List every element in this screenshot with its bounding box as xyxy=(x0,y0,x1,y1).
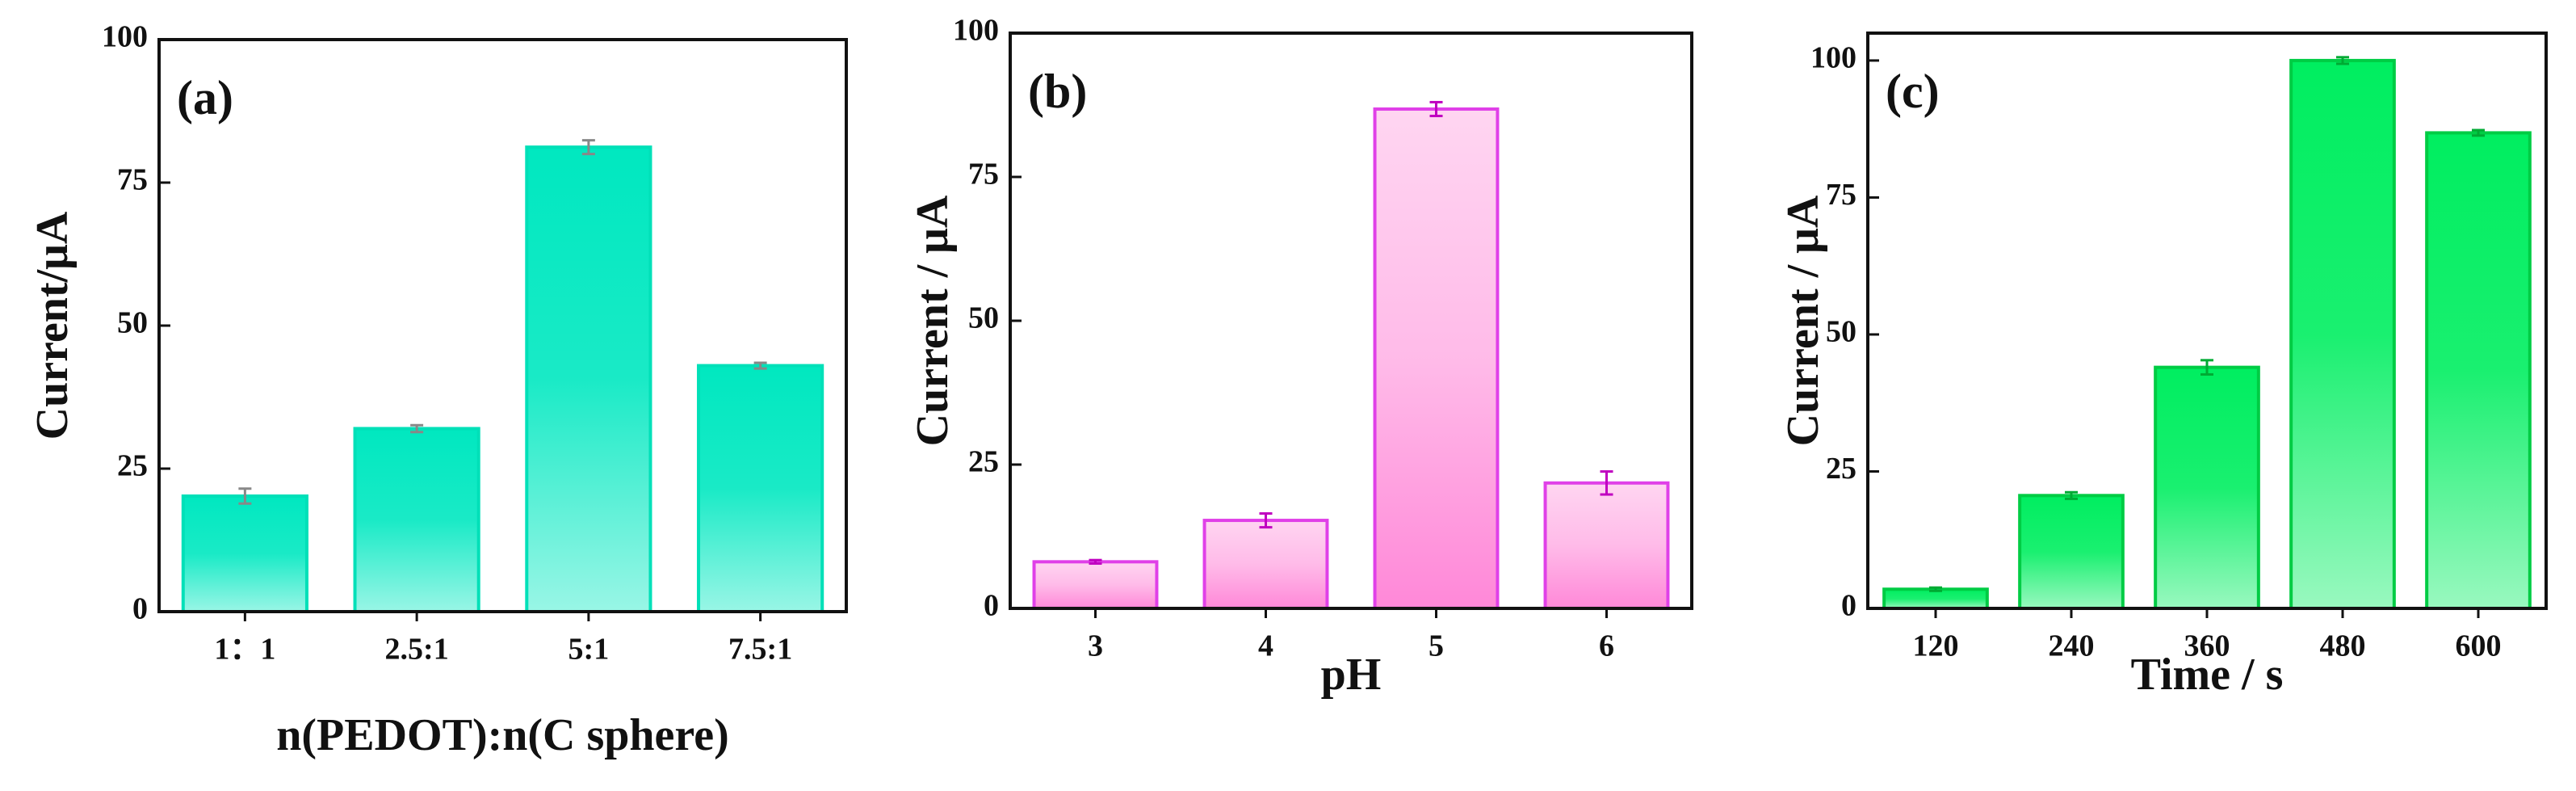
error-bar xyxy=(1259,512,1273,529)
y-tick-label: 25 xyxy=(968,445,999,479)
y-tick-label: 0 xyxy=(1841,589,1856,623)
x-tick-label: 6 xyxy=(1599,629,1614,663)
panel: 0 25 50 75 100 1：1 2.5:1 5:1 7.5:1 (a) n(PEDOT):n(… xyxy=(27,20,848,760)
error-bar xyxy=(581,139,595,156)
bar xyxy=(525,145,652,613)
error-bar xyxy=(2065,490,2078,500)
y-tick-label: 25 xyxy=(1826,452,1856,486)
bar xyxy=(1032,560,1159,611)
bar xyxy=(181,494,308,614)
bar xyxy=(697,364,824,613)
error-bar xyxy=(410,423,424,434)
bar xyxy=(1882,587,1989,610)
y-tick-label: 75 xyxy=(1826,178,1856,212)
plot-frame xyxy=(1866,32,2548,610)
y-tick-label: 75 xyxy=(968,158,999,191)
y-tick-label: 75 xyxy=(117,163,148,197)
plot-frame xyxy=(1009,32,1693,610)
bar xyxy=(1543,481,1670,610)
x-tick-label: 1：1 xyxy=(214,633,275,667)
plot-frame xyxy=(157,38,848,613)
bar xyxy=(1373,107,1500,610)
panel-label: (a) xyxy=(177,71,233,124)
y-tick-label: 50 xyxy=(968,301,999,335)
panel: 0 25 50 75 100 3 4 5 6 (b) pH Current / μA xyxy=(908,14,1693,700)
error-bar xyxy=(753,361,767,370)
y-tick-label: 50 xyxy=(117,306,148,340)
y-tick-label: 50 xyxy=(1826,315,1856,349)
x-tick-label: 3 xyxy=(1088,629,1103,663)
error-bar xyxy=(1929,586,1942,592)
bar xyxy=(2154,365,2260,610)
y-tick-label: 0 xyxy=(984,589,999,623)
y-axis-label: Current / μA xyxy=(1778,195,1828,446)
bar xyxy=(353,427,480,613)
y-tick-label: 25 xyxy=(117,449,148,483)
y-tick-label: 100 xyxy=(102,20,148,54)
x-tick-label: 2.5:1 xyxy=(385,633,449,667)
x-tick-label: 480 xyxy=(2320,629,2366,663)
x-tick-label: 5 xyxy=(1429,629,1444,663)
bar xyxy=(2289,58,2396,610)
x-tick-label: 7.5:1 xyxy=(728,633,792,667)
x-tick-label: 5:1 xyxy=(568,633,610,667)
error-bar xyxy=(2472,128,2485,137)
x-tick-label: 120 xyxy=(1913,629,1959,663)
bar xyxy=(2425,131,2532,610)
x-tick-label: 600 xyxy=(2456,629,2502,663)
y-tick-label: 0 xyxy=(132,592,148,626)
x-tick-label: 240 xyxy=(2049,629,2095,663)
y-axis-label: Current/μA xyxy=(27,211,78,440)
bar xyxy=(2018,494,2125,610)
error-bar xyxy=(238,487,252,505)
bar xyxy=(1202,519,1329,611)
panel-label: (c) xyxy=(1886,65,1940,118)
x-axis-label: n(PEDOT):n(C sphere) xyxy=(276,710,729,760)
x-axis-label: pH xyxy=(1321,650,1382,700)
x-tick-label: 360 xyxy=(2184,629,2230,663)
error-bar xyxy=(2336,56,2349,65)
error-bar xyxy=(1089,558,1102,565)
x-tick-label: 4 xyxy=(1258,629,1273,663)
y-axis-label: Current / μA xyxy=(908,195,958,446)
error-bar xyxy=(1429,100,1443,118)
x-axis-label: Time / s xyxy=(2131,650,2284,700)
y-tick-label: 100 xyxy=(1810,41,1856,75)
panel: 0 25 50 75 100 120 240 360 480 600 (c) Time / s Curr… xyxy=(1778,32,2548,700)
y-tick-label: 100 xyxy=(953,14,999,48)
panel-label: (b) xyxy=(1028,65,1087,118)
error-bar xyxy=(1600,470,1613,496)
error-bar xyxy=(2201,359,2213,376)
